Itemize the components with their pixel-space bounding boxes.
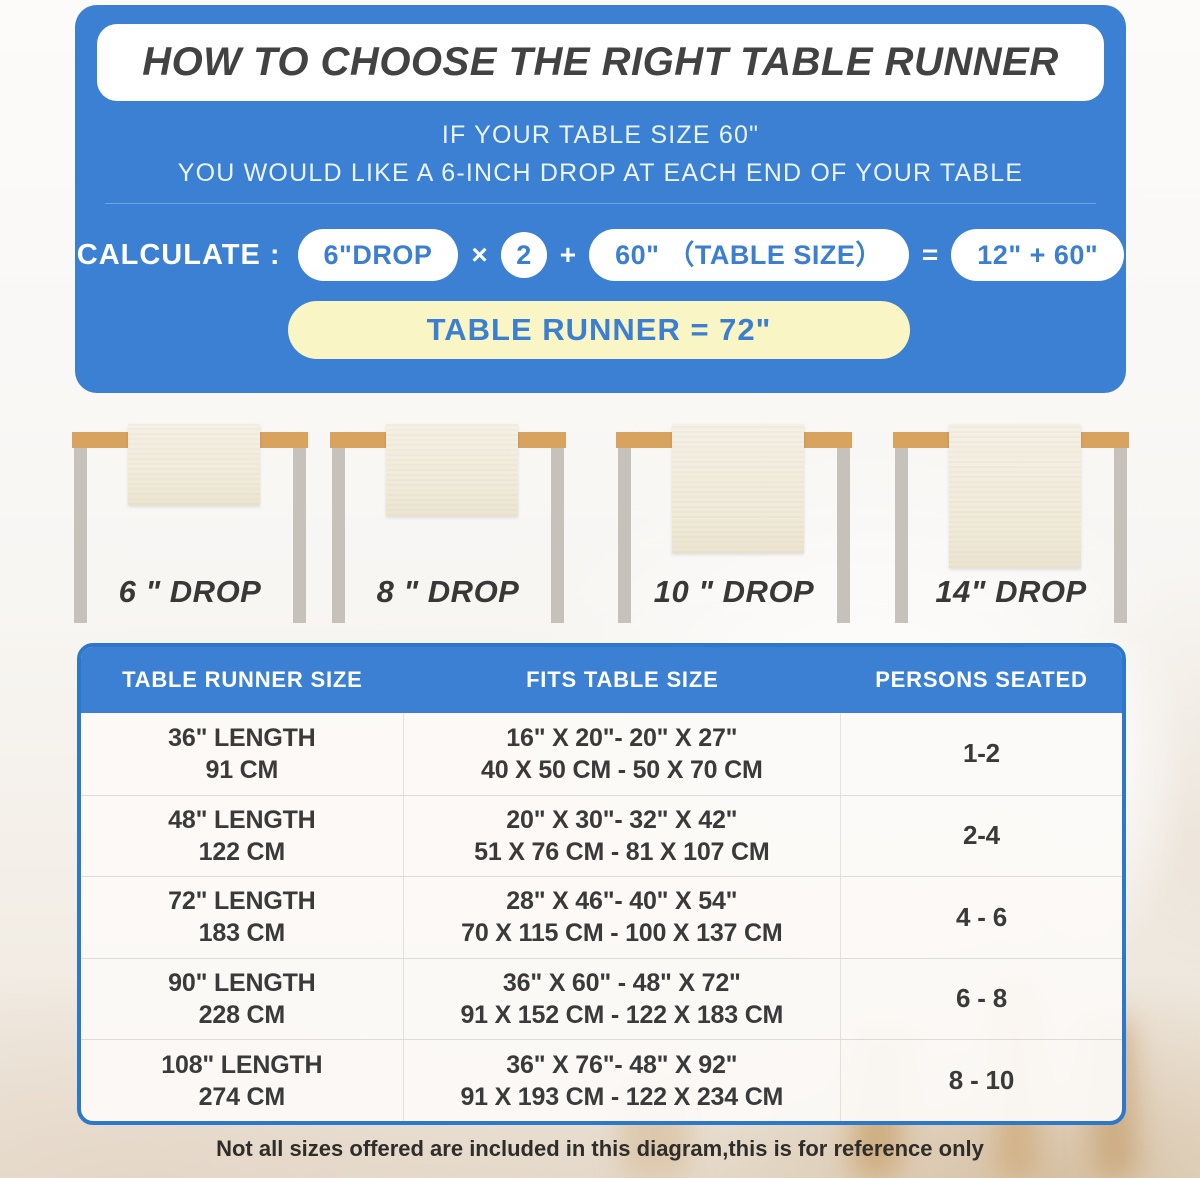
runner-size-inches: 90" LENGTH <box>168 969 316 998</box>
size-row: 36" LENGTH 91 CM 16" X 20"- 20" X 27" 40… <box>81 713 1122 795</box>
fits-size-cell: 20" X 30"- 32" X 42" 51 X 76 CM - 81 X 1… <box>404 795 841 877</box>
fits-size-cm: 91 X 152 CM - 122 X 183 CM <box>460 1001 784 1030</box>
size-row: 48" LENGTH 122 CM 20" X 30"- 32" X 42" 5… <box>81 794 1122 877</box>
size-row: 108" LENGTH 274 CM 36" X 76"- 48" X 92" … <box>81 1039 1122 1121</box>
persons-cell: 2-4 <box>841 796 1122 877</box>
table-leg <box>293 448 306 623</box>
persons-value: 4 - 6 <box>955 901 1007 932</box>
drop-label: 6 " DROP <box>118 574 262 609</box>
table-leg <box>74 448 87 623</box>
runner-size-cell: 48" LENGTH 122 CM <box>81 795 404 877</box>
fits-size-cell: 16" X 20"- 20" X 27" 40 X 50 CM - 50 X 7… <box>404 713 841 795</box>
multiply-sign: × <box>471 239 488 270</box>
intro-line-2: YOU WOULD LIKE A 6-INCH DROP AT EACH END… <box>177 159 1024 187</box>
fits-size-inches: 36" X 76"- 48" X 92" <box>506 1050 738 1079</box>
persons-value: 2-4 <box>962 820 1000 851</box>
runner-size-cm: 228 CM <box>198 1001 286 1030</box>
fits-size-inches: 36" X 60" - 48" X 72" <box>502 969 741 998</box>
result-pill: TABLE RUNNER = 72" <box>288 301 910 359</box>
formula-row: CALCULATE : 6"DROP × 2 + 60" （TABLE SIZE… <box>75 229 1126 281</box>
table-runner-cloth <box>949 424 1081 568</box>
drop-example-table: 14" DROP <box>893 424 1129 634</box>
fits-size-cm: 51 X 76 CM - 81 X 107 CM <box>474 837 770 866</box>
persons-cell: 8 - 10 <box>841 1040 1122 1121</box>
drop-label: 10 " DROP <box>653 574 815 609</box>
plus-sign: + <box>559 239 577 270</box>
multiplier-badge: 2 <box>500 232 547 278</box>
title-box: HOW TO CHOOSE THE RIGHT TABLE RUNNER <box>97 24 1104 101</box>
drop-examples: 6 " DROP 8 " DROP 10 " DROP 14" DROP <box>72 424 1129 634</box>
calculate-label: CALCULATE : <box>76 238 281 271</box>
runner-size-cm: 183 CM <box>198 919 286 948</box>
result-text: TABLE RUNNER = 72" <box>426 312 772 347</box>
equals-sign: = <box>921 239 939 270</box>
runner-size-cm: 274 CM <box>198 1082 286 1111</box>
column-header-runner-size: TABLE RUNNER SIZE <box>122 667 363 692</box>
table-runner-cloth <box>386 424 518 516</box>
footer-note: Not all sizes offered are included in th… <box>216 1136 984 1161</box>
persons-cell: 6 - 8 <box>841 959 1122 1040</box>
table-runner-cloth <box>672 424 804 553</box>
fits-size-cm: 91 X 193 CM - 122 X 234 CM <box>460 1082 784 1111</box>
fits-size-cell: 36" X 60" - 48" X 72" 91 X 152 CM - 122 … <box>404 958 841 1040</box>
table-leg <box>551 448 564 623</box>
persons-value: 1-2 <box>962 738 1000 769</box>
column-header-fits-size: FITS TABLE SIZE <box>526 667 719 692</box>
persons-value: 8 - 10 <box>948 1065 1015 1096</box>
drop-example-table: 10 " DROP <box>616 424 852 634</box>
runner-size-inches: 48" LENGTH <box>168 805 316 834</box>
table-runner-cloth <box>128 424 260 505</box>
size-chart-header: TABLE RUNNER SIZE FITS TABLE SIZE PERSON… <box>81 647 1122 713</box>
persons-cell: 1-2 <box>841 713 1122 795</box>
persons-value: 6 - 8 <box>955 983 1007 1014</box>
table-leg <box>837 448 850 623</box>
fits-size-inches: 28" X 46"- 40" X 54" <box>506 887 738 916</box>
drop-example-table: 6 " DROP <box>72 424 308 634</box>
sum-pill: 12" + 60" <box>951 229 1125 281</box>
table-leg <box>1114 448 1127 623</box>
fits-size-cell: 36" X 76"- 48" X 92" 91 X 193 CM - 122 X… <box>404 1040 841 1121</box>
table-leg <box>618 448 631 623</box>
fits-size-cell: 28" X 46"- 40" X 54" 70 X 115 CM - 100 X… <box>404 877 841 958</box>
runner-size-cm: 122 CM <box>198 837 286 866</box>
size-chart-card: TABLE RUNNER SIZE FITS TABLE SIZE PERSON… <box>77 643 1126 1125</box>
runner-size-cell: 90" LENGTH 228 CM <box>81 958 404 1040</box>
divider-line <box>105 203 1096 204</box>
table-leg <box>895 448 908 623</box>
intro-line-1: IF YOUR TABLE SIZE 60" <box>441 121 760 149</box>
fits-size-inches: 20" X 30"- 32" X 42" <box>506 805 738 834</box>
fits-size-inches: 16" X 20"- 20" X 27" <box>506 723 738 752</box>
persons-cell: 4 - 6 <box>841 877 1122 958</box>
drop-label: 8 " DROP <box>376 574 520 609</box>
table-leg <box>332 448 345 623</box>
size-row: 72" LENGTH 183 CM 28" X 46"- 40" X 54" 7… <box>81 876 1122 958</box>
main-title: HOW TO CHOOSE THE RIGHT TABLE RUNNER <box>142 40 1059 84</box>
drop-label: 14" DROP <box>935 574 1087 609</box>
runner-size-cell: 72" LENGTH 183 CM <box>81 877 404 958</box>
drop-pill: 6"DROP <box>297 229 459 281</box>
column-header-persons: PERSONS SEATED <box>875 667 1088 692</box>
drop-example-table: 8 " DROP <box>330 424 566 634</box>
size-row: 90" LENGTH 228 CM 36" X 60" - 48" X 72" … <box>81 957 1122 1040</box>
runner-size-inches: 72" LENGTH <box>168 887 316 916</box>
runner-size-cm: 91 CM <box>205 755 279 784</box>
size-chart-body: 36" LENGTH 91 CM 16" X 20"- 20" X 27" 40… <box>81 713 1122 1121</box>
runner-size-inches: 108" LENGTH <box>161 1050 323 1079</box>
fits-size-cm: 40 X 50 CM - 50 X 70 CM <box>480 755 763 784</box>
fits-size-cm: 70 X 115 CM - 100 X 137 CM <box>461 919 783 948</box>
runner-size-cell: 36" LENGTH 91 CM <box>81 713 404 795</box>
header-panel: HOW TO CHOOSE THE RIGHT TABLE RUNNER IF … <box>75 5 1126 393</box>
runner-size-cell: 108" LENGTH 274 CM <box>81 1040 404 1121</box>
table-size-pill: 60" （TABLE SIZE） <box>589 229 909 281</box>
runner-size-inches: 36" LENGTH <box>168 723 316 752</box>
